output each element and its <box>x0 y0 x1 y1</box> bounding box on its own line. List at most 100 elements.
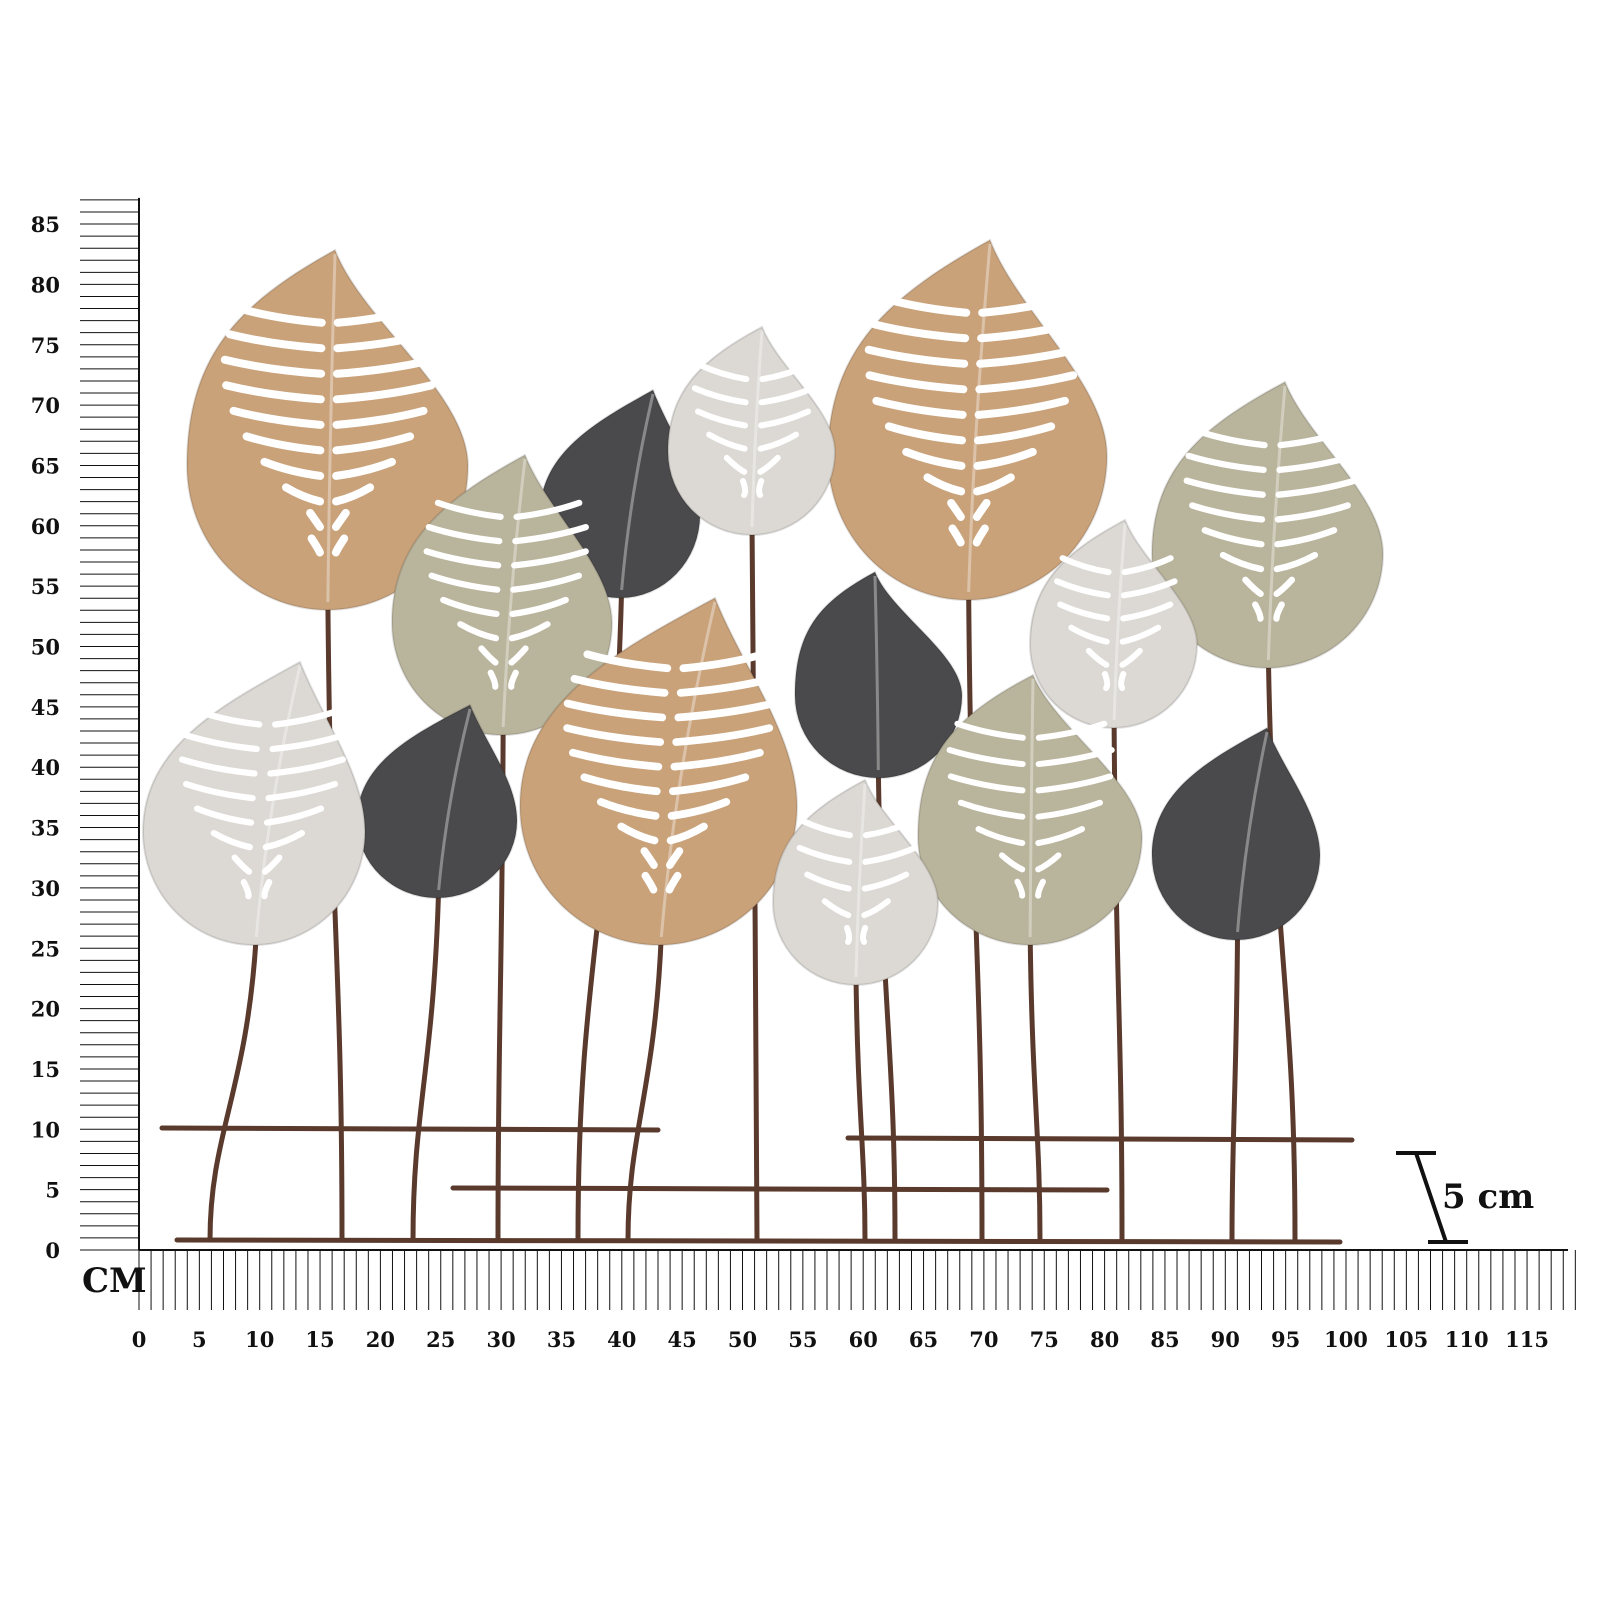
leaf-body <box>1150 726 1322 941</box>
leaf-midrib <box>326 253 337 603</box>
leaf-slot <box>511 548 589 569</box>
leaf-slot <box>881 294 971 317</box>
vertical-tick-label: 40 <box>31 755 60 780</box>
horizontal-tick-label: 5 <box>192 1327 207 1352</box>
vertical-label-bg <box>30 936 66 961</box>
leaf-slot <box>948 524 965 547</box>
leaf-slot <box>1035 878 1046 899</box>
leaf-midrib <box>437 708 472 891</box>
leaf-slot <box>864 345 969 368</box>
horizontal-tick-label: 95 <box>1271 1327 1300 1352</box>
horizontal-tick-label: 30 <box>486 1327 515 1352</box>
leaf-slot <box>1035 773 1114 794</box>
vertical-label-bg <box>30 755 66 780</box>
leaf-slot <box>596 798 660 820</box>
leaf-slot <box>1273 551 1319 573</box>
horizontal-tick-label: 45 <box>668 1327 697 1352</box>
leaf-slot <box>512 524 589 545</box>
horizontal-ruler: 0 5 10 15 20 25 30 35 40 45 50 55 60 65 70 75 80 85 90 95 10… <box>132 1249 1576 1352</box>
leaf-slot <box>998 852 1026 873</box>
leaf-slot <box>862 818 916 839</box>
vertical-ruler: 0 5 10 15 20 25 30 35 40 45 50 55 60 65 70 75 80 85 <box>30 197 140 1263</box>
scale-marker: 5 cm <box>1396 1151 1534 1244</box>
leaf-slot <box>428 572 501 593</box>
leaf-slot <box>1035 852 1062 873</box>
leaf-slot <box>262 829 305 851</box>
leaf-slot <box>1273 576 1296 598</box>
leaf-slot <box>946 747 1026 768</box>
stem <box>966 589 985 1241</box>
leaf-slot <box>331 508 350 531</box>
leaf-slot <box>332 483 375 506</box>
leaf-slot <box>508 645 529 666</box>
leaf-slot <box>902 447 966 470</box>
vertical-label-bg <box>30 393 66 418</box>
leaf-silver <box>666 325 837 536</box>
leaf-slot <box>440 596 500 618</box>
leaf-slot <box>665 871 682 894</box>
base-bars <box>159 1125 1355 1245</box>
vertical-label-bg <box>30 1117 66 1142</box>
leaf-midrib <box>873 575 880 771</box>
leaf-dark <box>793 570 964 779</box>
leaf-olive <box>1150 380 1385 669</box>
leaf-midrib <box>1028 678 1035 938</box>
vertical-label-bg <box>30 694 66 719</box>
vertical-label-bg <box>30 272 66 297</box>
leaf-slot <box>231 854 253 875</box>
vertical-label-bg <box>30 1238 66 1262</box>
base-bar <box>845 1135 1355 1143</box>
leaf-slot <box>333 330 434 353</box>
stem <box>1229 929 1241 1241</box>
leaf-slot <box>580 773 661 796</box>
leaf-slot <box>974 422 1056 445</box>
leaf-slot <box>1035 747 1115 768</box>
leaf-slot <box>1183 477 1266 498</box>
vertical-tick-label: 25 <box>31 936 60 961</box>
leaf-slot <box>1189 502 1266 523</box>
leaf-slot <box>182 731 260 753</box>
vertical-label-bg <box>30 996 66 1021</box>
leaf-slot <box>332 457 396 480</box>
leaf-body <box>141 660 367 946</box>
leaf-slot <box>947 498 965 521</box>
leaf-slot <box>1277 427 1351 449</box>
leaf-slot <box>1121 555 1174 576</box>
leaf-slot <box>425 524 503 545</box>
horizontal-tick-label: 115 <box>1505 1327 1549 1352</box>
horizontal-tick-label: 25 <box>426 1327 455 1352</box>
leaf-slot <box>821 898 852 919</box>
stem <box>853 974 868 1241</box>
leaf-slot <box>269 731 348 753</box>
leaf-slot <box>972 498 991 521</box>
leaf-body <box>355 703 519 899</box>
leaf-slot <box>434 499 504 520</box>
leaf-body <box>826 238 1109 601</box>
stem <box>410 887 442 1241</box>
leaf-slot <box>884 422 967 445</box>
leaf-slot <box>1035 720 1108 741</box>
leaf-slot <box>1068 624 1110 645</box>
leaf-slot <box>178 756 258 777</box>
leaf-slot <box>333 304 424 327</box>
leaf-slot <box>796 844 853 865</box>
leaf-slot <box>272 707 342 728</box>
leaf-midrib <box>1266 385 1287 661</box>
leaf-dark <box>355 703 519 899</box>
leaf-slot <box>569 748 663 771</box>
leaf-slot <box>423 548 502 569</box>
horizontal-tick-label: 75 <box>1030 1327 1059 1352</box>
leaf-midrib <box>750 330 764 528</box>
leaf-slot <box>240 879 252 900</box>
stem <box>207 934 259 1241</box>
leaf-slot <box>1101 671 1111 692</box>
vertical-tick-label: 45 <box>31 695 60 720</box>
vertical-tick-label: 60 <box>31 514 60 539</box>
leaf-slot <box>508 669 519 690</box>
leaf-slot <box>1014 878 1026 899</box>
horizontal-tick-label: 110 <box>1445 1327 1489 1352</box>
vertical-tick-label: 5 <box>45 1178 60 1203</box>
leaf-slot <box>265 780 339 802</box>
vertical-label-bg <box>30 212 66 237</box>
vertical-label-bg <box>30 875 66 900</box>
